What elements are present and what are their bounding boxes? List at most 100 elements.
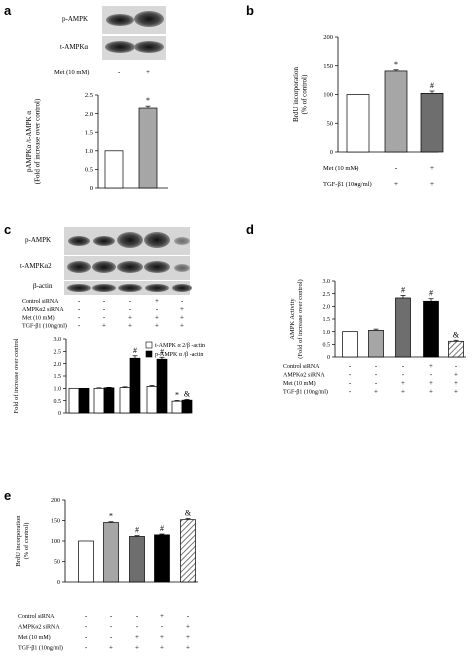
condition-sign: - — [78, 313, 81, 321]
y-tick-label: 2.0 — [85, 111, 93, 118]
y-axis-label-line: Fold of increase over control — [13, 338, 20, 413]
blot-c-band-label: t-AMPKα2 — [20, 262, 52, 270]
bar — [104, 150, 124, 189]
condition-sign: - — [355, 179, 358, 188]
condition-label: TGF-β1 (10ng/ml) — [22, 323, 67, 330]
condition-sign: - — [395, 163, 398, 172]
condition-sign: - — [375, 362, 378, 370]
condition-sign: - — [455, 362, 458, 370]
blot-band — [172, 284, 192, 292]
condition-sign: - — [85, 644, 88, 652]
blot-a-band-label: p-AMPK — [62, 15, 88, 23]
condition-sign: + — [160, 612, 164, 620]
condition-sign: - — [402, 371, 405, 379]
blot-band — [118, 284, 142, 292]
condition-sign: - — [85, 623, 88, 631]
condition-label: Met (10 mM) — [283, 380, 316, 387]
legend-label: p-AMPK α /β -actin — [155, 352, 203, 358]
condition-sign: + — [180, 313, 184, 321]
significance-mark: # — [430, 81, 434, 90]
bar — [342, 331, 358, 358]
y-tick-label: 3.0 — [54, 337, 62, 343]
condition-sign: + — [186, 644, 190, 652]
y-tick-label: 0.5 — [85, 167, 93, 174]
condition-sign: - — [181, 297, 184, 305]
condition-sign: + — [429, 379, 433, 387]
condition-sign: + — [454, 379, 458, 387]
y-axis-label: BrdU incorporation(% of control) — [292, 66, 309, 122]
significance-mark: # — [133, 346, 137, 355]
y-axis-label-line: BrdU incorporation — [15, 515, 22, 567]
y-axis-label-line: AMPK Activity — [289, 298, 296, 340]
treatment-sign: - — [118, 68, 121, 76]
y-tick-label: 2.5 — [323, 292, 331, 298]
panel-label-e: e — [4, 488, 11, 503]
condition-sign: + — [155, 322, 159, 330]
significance-mark: * — [394, 60, 398, 69]
condition-sign: - — [349, 371, 352, 379]
condition-sign: + — [155, 297, 159, 305]
condition-sign: - — [136, 612, 139, 620]
panel-label-a: a — [4, 3, 12, 18]
y-tick-label: 1.0 — [323, 330, 331, 336]
y-tick-label: 0.5 — [54, 399, 62, 405]
y-tick-label: 0.5 — [323, 343, 331, 349]
y-tick-label: 100 — [51, 539, 60, 545]
y-tick-label: 0 — [330, 149, 333, 156]
panel-label-d: d — [246, 222, 254, 237]
condition-sign: - — [349, 379, 352, 387]
condition-sign: + — [128, 322, 132, 330]
y-tick-label: 1.5 — [85, 129, 93, 136]
condition-sign: + — [394, 179, 398, 188]
bar — [384, 70, 408, 153]
condition-label: Control siRNA — [22, 299, 59, 305]
blot-band — [145, 284, 169, 292]
y-axis-label: BrdU incorporation(% of control) — [15, 515, 30, 567]
significance-mark: * — [175, 390, 179, 399]
condition-sign: + — [102, 322, 106, 330]
blot-c-band-label: p-AMPK — [25, 236, 51, 244]
blot-band — [134, 11, 164, 27]
condition-label: Met (10 mM) — [323, 165, 358, 172]
significance-mark: & — [184, 389, 191, 398]
condition-sign: - — [161, 623, 164, 631]
bar — [346, 94, 370, 153]
condition-sign: - — [355, 163, 358, 172]
blot-band — [105, 41, 135, 53]
y-tick-label: 0 — [57, 580, 60, 586]
bar — [448, 340, 464, 358]
bar — [93, 387, 105, 414]
significance-mark: & — [453, 330, 460, 339]
blot-band — [117, 261, 143, 273]
condition-label: TGF-β1 (10ng/ml) — [283, 389, 328, 396]
bar — [395, 297, 411, 358]
condition-label: Met (10 mM) — [22, 314, 55, 321]
bar — [156, 358, 168, 414]
blot-band — [93, 236, 115, 246]
condition-sign: + — [160, 633, 164, 641]
blot-a-band-label: t-AMPKα — [60, 43, 89, 51]
chart-c: 0 0.5 1.0 1.5 2.0 2.5 3.0 Fold of increase over… — [13, 337, 205, 417]
condition-sign: + — [160, 644, 164, 652]
condition-sign: + — [429, 362, 433, 370]
condition-sign: - — [78, 305, 81, 313]
chart-b: 0 50 100 150 200 BrdU incorporation(% of cont… — [292, 34, 444, 156]
bar — [129, 536, 145, 583]
y-tick-label: 0 — [58, 411, 61, 417]
condition-sign: + — [401, 388, 405, 396]
bar — [78, 387, 90, 414]
treatment-label: Met (10 mM) — [54, 69, 89, 76]
y-tick-label: 2.5 — [54, 350, 62, 356]
y-tick-label: 3.0 — [323, 279, 331, 285]
bar — [423, 300, 439, 358]
y-axis-label-line: (% of control) — [23, 523, 30, 560]
blot-band — [106, 14, 134, 26]
bar — [368, 330, 384, 358]
condition-sign: - — [78, 297, 81, 305]
panel-label-b: b — [246, 3, 254, 18]
condition-label: TGF-β1 (10ng/ml) — [323, 181, 372, 188]
blot-band — [67, 284, 91, 292]
significance-mark: * — [146, 96, 150, 105]
bar — [420, 92, 444, 153]
condition-sign: - — [402, 362, 405, 370]
